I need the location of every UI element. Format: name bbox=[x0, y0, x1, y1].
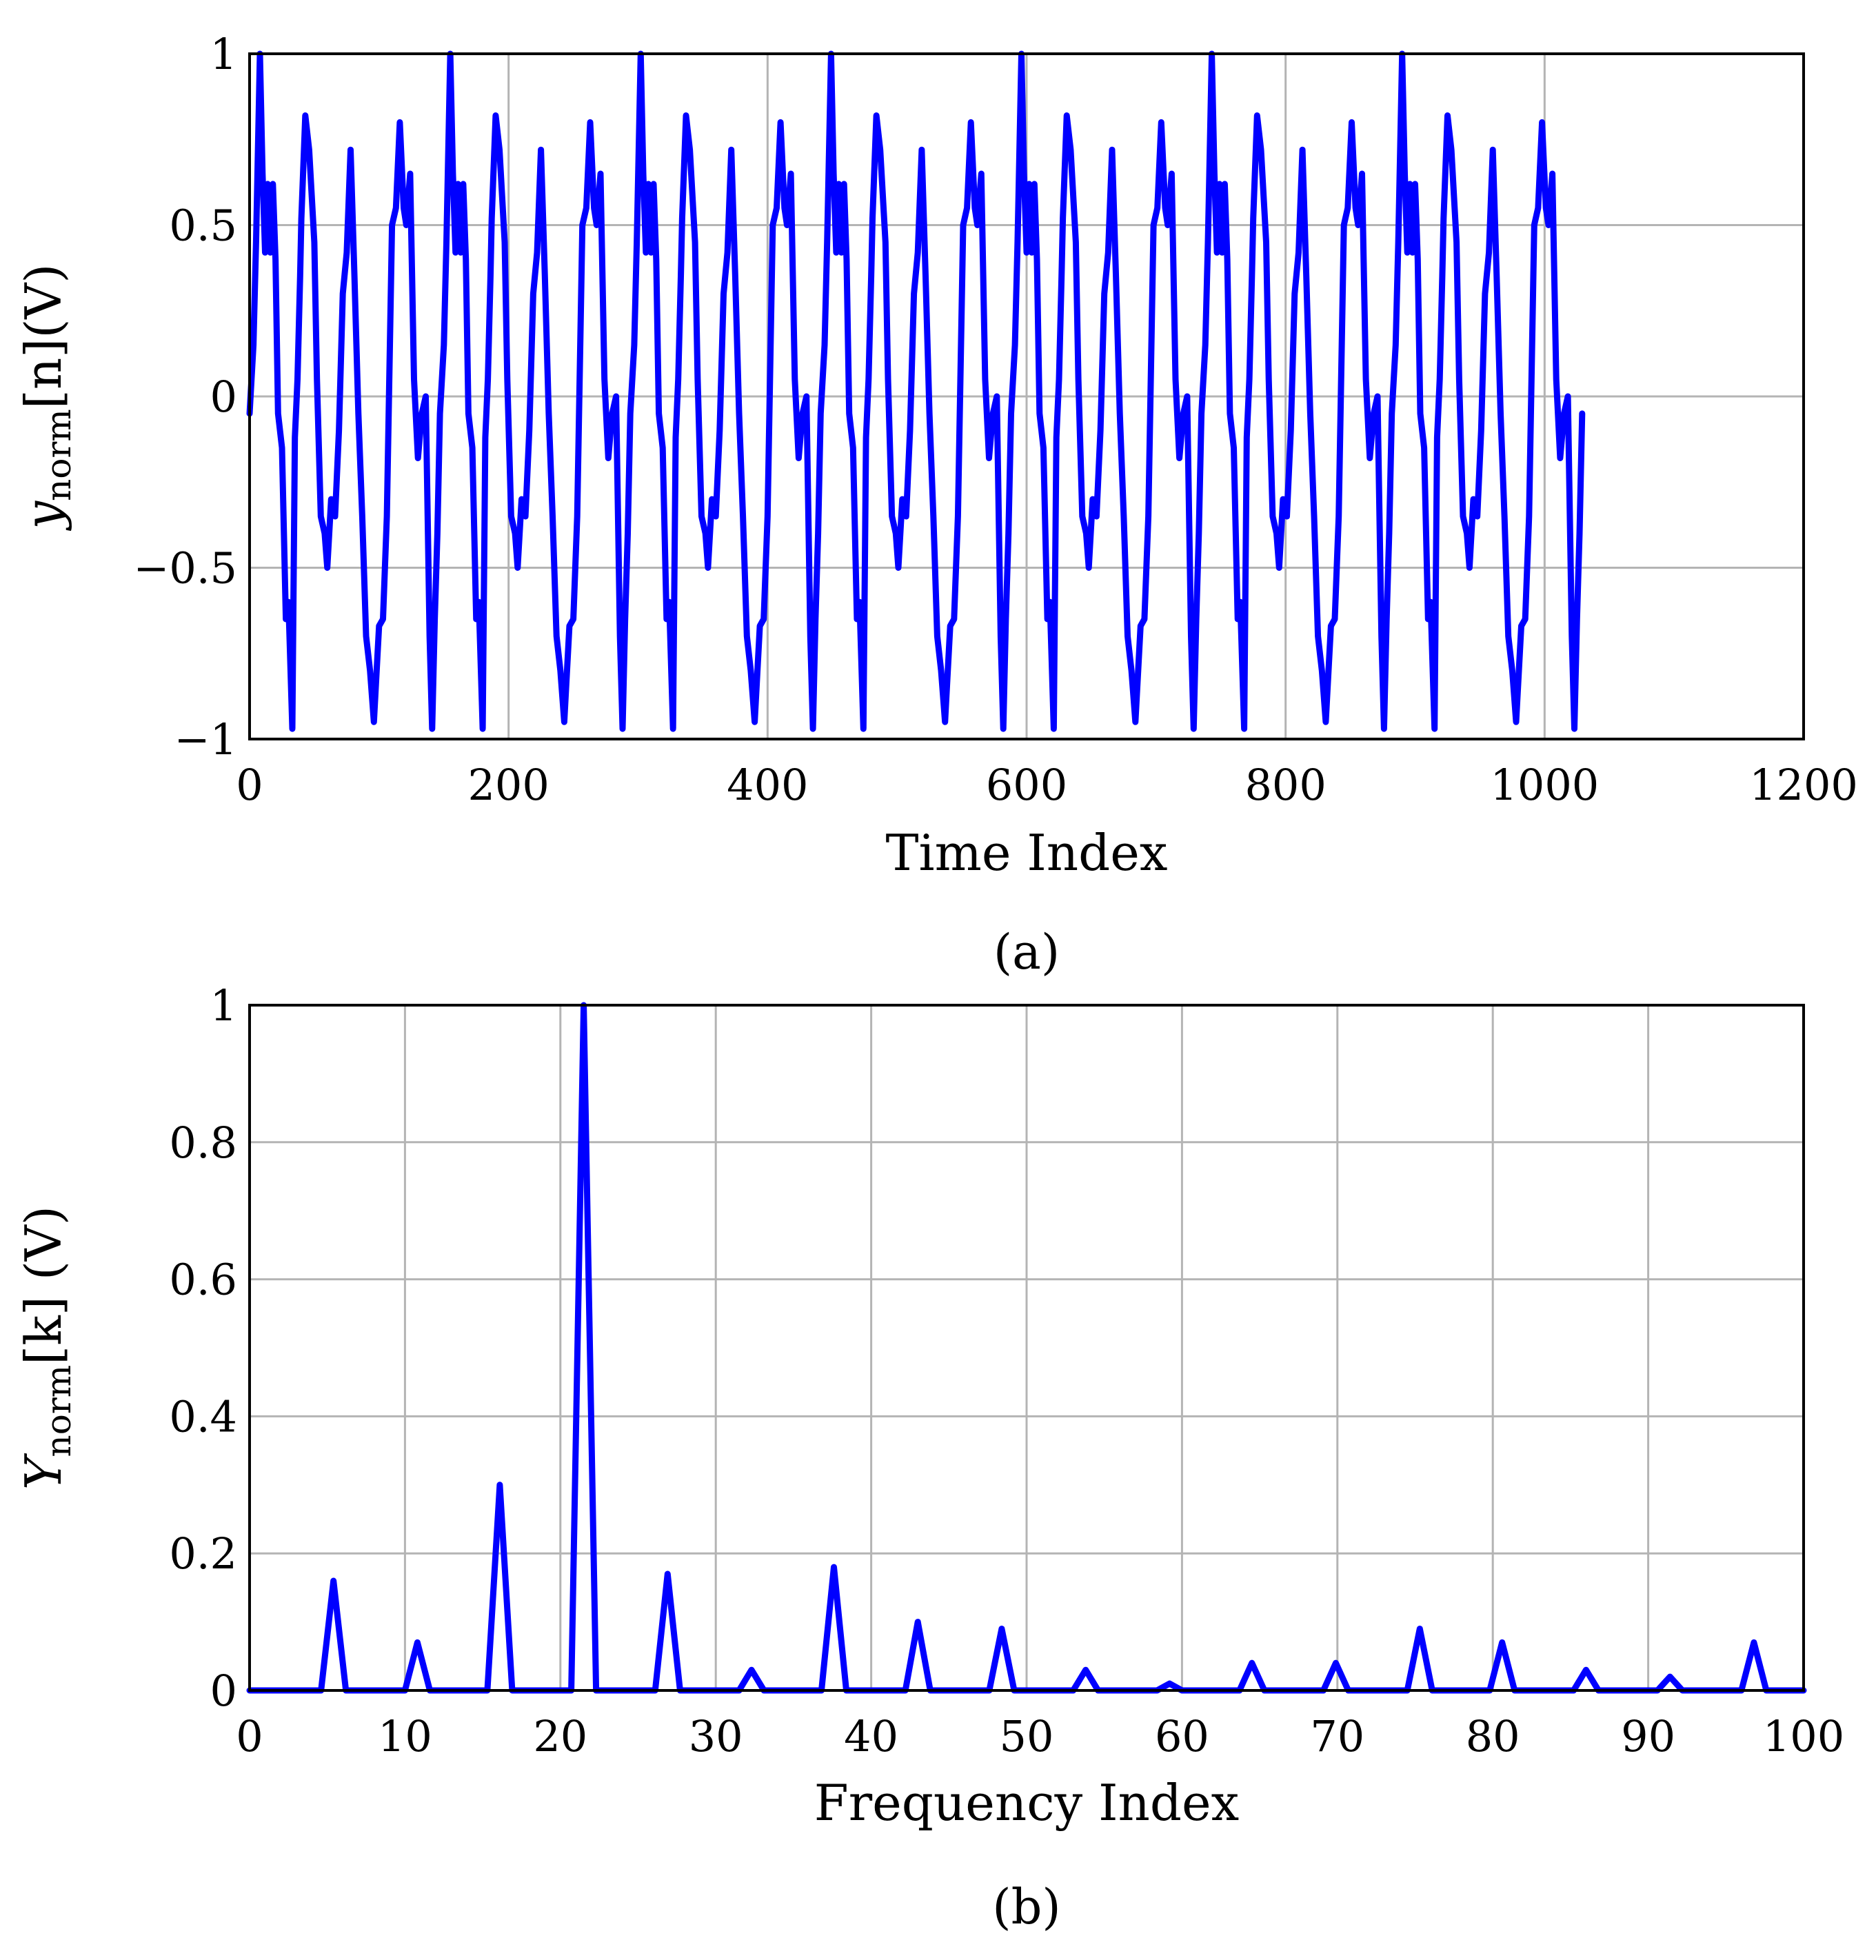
panel-b-ytick-label: 0.6 bbox=[169, 1255, 237, 1305]
panel-b-grid bbox=[248, 1004, 1805, 1692]
panel-b-xtick-label: 50 bbox=[1000, 1711, 1054, 1761]
panel-a-ylabel-symbol: y bbox=[14, 501, 72, 532]
panel-b-ytick-label: 0.8 bbox=[169, 1118, 237, 1168]
panel-a-xtick-label: 1000 bbox=[1490, 760, 1599, 810]
panel-b-x-axis-label: Frequency Index bbox=[814, 1774, 1239, 1832]
panel-b-xtick-label: 90 bbox=[1621, 1711, 1675, 1761]
panel-a-ylabel-subscript: norm bbox=[39, 409, 79, 501]
panel-a-y-axis-label: ynorm[n](V) bbox=[14, 263, 79, 531]
panel-b-axes-frame bbox=[248, 1004, 1805, 1692]
panel-b-xtick-label: 10 bbox=[378, 1711, 432, 1761]
panel-b-ylabel-symbol: Y bbox=[14, 1453, 72, 1490]
panel-b-xtick-label: 100 bbox=[1763, 1711, 1844, 1761]
panel-b-ytick-label: 0.2 bbox=[169, 1528, 237, 1579]
panel-b-ytick-label: 1 bbox=[210, 980, 237, 1031]
panel-a-time-domain: 0 200 400 600 800 1000 1200 −1 −0.5 0 0.5 1 Time In… bbox=[14, 29, 1858, 980]
panel-b-y-axis-label: Ynorm[k] (V) bbox=[14, 1206, 79, 1490]
panel-b-ylabel-subscript: norm bbox=[39, 1365, 79, 1457]
panel-b-xtick-label: 40 bbox=[844, 1711, 898, 1761]
panel-b-xtick-label: 70 bbox=[1310, 1711, 1364, 1761]
panel-a-ytick-label: 0 bbox=[210, 372, 237, 422]
panel-a-ytick-label: −0.5 bbox=[133, 543, 237, 594]
panel-b-xtick-label: 80 bbox=[1466, 1711, 1520, 1761]
panel-a-axes-frame bbox=[248, 52, 1805, 740]
panel-a-xtick-label: 200 bbox=[467, 760, 549, 810]
panel-a-tick-labels: 0 200 400 600 800 1000 1200 −1 −0.5 0 0.5 1 bbox=[133, 29, 1857, 810]
panel-a-ytick-label: −1 bbox=[174, 714, 237, 765]
panel-a-xtick-label: 800 bbox=[1244, 760, 1326, 810]
panel-b-xtick-label: 60 bbox=[1155, 1711, 1209, 1761]
panel-a-x-axis-label: Time Index bbox=[886, 824, 1168, 882]
panel-a-xtick-label: 0 bbox=[236, 760, 263, 810]
panel-a-xtick-label: 600 bbox=[986, 760, 1067, 810]
panel-b-caption: (b) bbox=[992, 1879, 1060, 1935]
panel-a-xtick-label: 1200 bbox=[1749, 760, 1858, 810]
panel-a-xtick-label: 400 bbox=[727, 760, 808, 810]
panel-b-xtick-label: 0 bbox=[236, 1711, 263, 1761]
panel-a-ytick-label: 0.5 bbox=[169, 201, 237, 251]
panel-b-xtick-label: 30 bbox=[689, 1711, 743, 1761]
panel-b-xtick-label: 20 bbox=[533, 1711, 587, 1761]
panel-b-ylabel-rest: [k] (V) bbox=[14, 1206, 72, 1365]
panel-b-frequency-domain: 0 10 20 30 40 50 60 70 80 90 100 0 0.2 0.4 0.6 0.8 1 Fre… bbox=[14, 980, 1844, 1935]
panel-b-tick-labels: 0 10 20 30 40 50 60 70 80 90 100 0 0.2 0.4 0.6 0.8 1 bbox=[169, 980, 1844, 1761]
panel-a-ylabel-rest: [n](V) bbox=[14, 263, 72, 409]
panel-a-ytick-label: 1 bbox=[210, 29, 237, 79]
panel-a-time-series-line bbox=[246, 50, 1586, 732]
panel-a-caption: (a) bbox=[994, 924, 1060, 980]
panel-b-ytick-label: 0 bbox=[210, 1666, 237, 1716]
panel-b-ytick-label: 0.4 bbox=[169, 1391, 237, 1442]
